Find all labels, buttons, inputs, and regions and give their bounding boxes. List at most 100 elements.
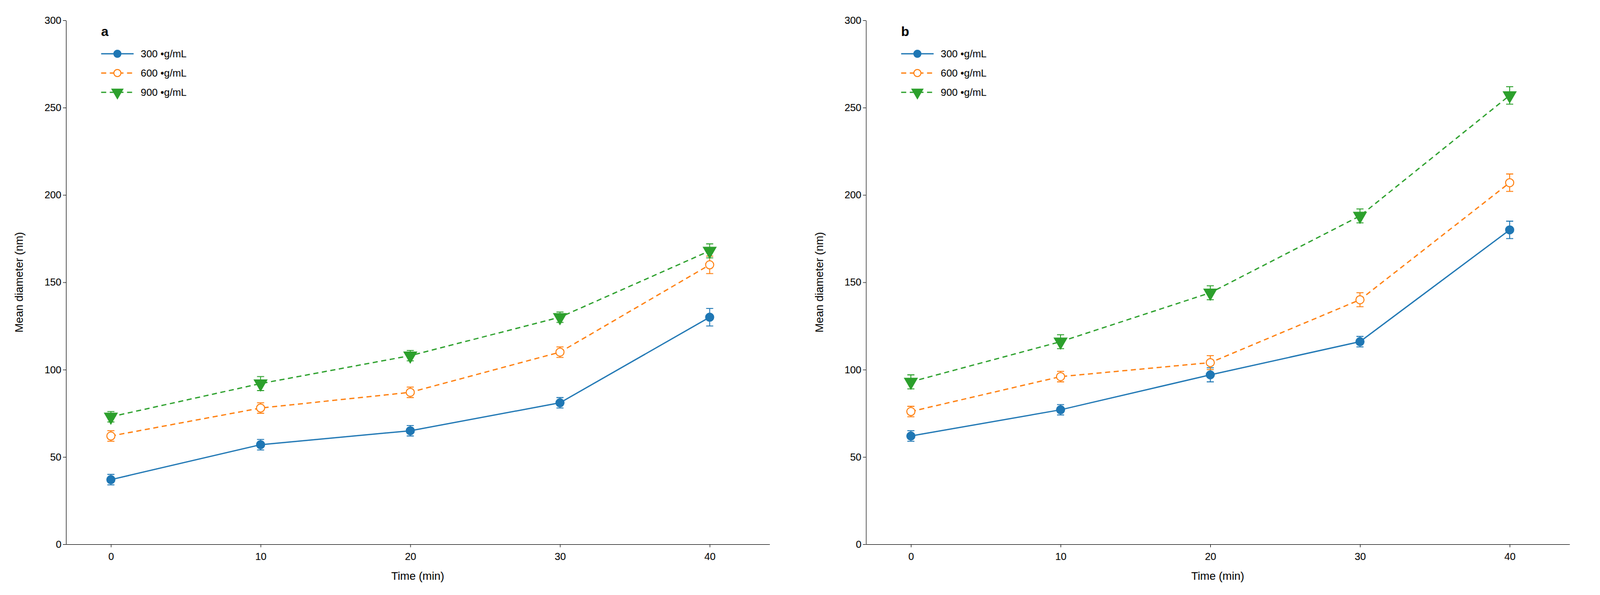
legend: 300 •g/mL600 •g/mL900 •g/mL bbox=[100, 48, 187, 99]
series bbox=[906, 221, 1514, 442]
legend-label: 300 •g/mL bbox=[140, 48, 187, 60]
point bbox=[1203, 289, 1217, 301]
series-line bbox=[910, 229, 1510, 436]
tick: 10 bbox=[1054, 544, 1067, 563]
tick-mark bbox=[1509, 544, 1511, 548]
tick-mark bbox=[62, 20, 66, 21]
legend-label: 600 •g/mL bbox=[940, 67, 987, 79]
legend-label: 900 •g/mL bbox=[140, 86, 187, 98]
tick: 40 bbox=[1504, 544, 1516, 563]
tick-label: 200 bbox=[44, 189, 62, 201]
point bbox=[1505, 178, 1514, 187]
series bbox=[104, 244, 717, 425]
tick-mark bbox=[863, 544, 867, 546]
y-axis: 050100150200250300 bbox=[844, 14, 867, 551]
point bbox=[1053, 337, 1068, 350]
panel: 010203040050100150200250300Time (min)Mea… bbox=[812, 14, 1571, 583]
tick: 250 bbox=[44, 101, 66, 114]
point bbox=[906, 407, 915, 416]
panel-label: a bbox=[100, 23, 109, 40]
tick: 100 bbox=[844, 364, 866, 376]
tick-label: 0 bbox=[55, 538, 62, 551]
tick: 50 bbox=[50, 451, 66, 463]
tick-mark bbox=[863, 194, 867, 196]
tick-mark bbox=[709, 544, 711, 548]
axis-line bbox=[866, 544, 1571, 546]
tick-label: 250 bbox=[844, 101, 862, 114]
plot-area bbox=[104, 244, 717, 486]
point bbox=[1505, 225, 1514, 234]
tick: 30 bbox=[554, 544, 566, 563]
point bbox=[705, 260, 714, 269]
tick: 20 bbox=[404, 544, 417, 563]
legend-item: 300 •g/mL bbox=[901, 48, 987, 60]
y-axis-title: Mean diameter (nm) bbox=[12, 231, 26, 333]
point bbox=[1056, 405, 1065, 415]
tick-mark bbox=[62, 369, 66, 371]
point bbox=[256, 403, 265, 413]
point bbox=[904, 378, 918, 390]
point bbox=[1206, 358, 1215, 367]
point bbox=[403, 352, 418, 364]
tick-mark bbox=[1359, 544, 1361, 548]
panel: 010203040050100150200250300Time (min)Mea… bbox=[12, 14, 770, 583]
tick: 0 bbox=[55, 538, 66, 551]
tick: 200 bbox=[44, 189, 66, 201]
error-bar bbox=[257, 439, 265, 451]
tick-label: 0 bbox=[908, 551, 914, 563]
tick-label: 150 bbox=[844, 276, 862, 288]
tick: 300 bbox=[844, 14, 866, 26]
tick: 0 bbox=[108, 544, 114, 563]
error-bar bbox=[556, 397, 564, 409]
point bbox=[1355, 295, 1365, 304]
error-bar bbox=[257, 402, 265, 414]
point bbox=[705, 313, 714, 322]
tick: 30 bbox=[1354, 544, 1366, 563]
error-bar bbox=[1057, 404, 1065, 416]
series bbox=[107, 256, 714, 442]
tick: 0 bbox=[855, 538, 866, 551]
y-axis-title: Mean diameter (nm) bbox=[812, 231, 826, 333]
tick-mark bbox=[863, 20, 867, 21]
legend-swatch-marker bbox=[113, 50, 121, 58]
tick-label: 30 bbox=[554, 551, 566, 563]
x-axis: 010203040 bbox=[866, 544, 1571, 563]
series bbox=[107, 308, 714, 486]
tick-label: 30 bbox=[1354, 551, 1366, 563]
tick-label: 50 bbox=[849, 451, 862, 463]
tick-mark bbox=[910, 544, 912, 548]
error-bar bbox=[1506, 221, 1514, 239]
legend-item: 600 •g/mL bbox=[901, 67, 987, 79]
error-bar bbox=[406, 387, 415, 398]
series bbox=[906, 174, 1514, 418]
legend-swatch-marker bbox=[913, 50, 922, 58]
y-axis: 050100150200250300 bbox=[44, 14, 67, 551]
error-bar bbox=[907, 430, 915, 442]
tick-mark bbox=[111, 544, 112, 548]
plot-area bbox=[904, 86, 1517, 442]
tick-mark bbox=[260, 544, 262, 548]
point bbox=[553, 313, 567, 325]
error-bar bbox=[1057, 371, 1065, 383]
series-line bbox=[910, 95, 1510, 383]
error-bar bbox=[1206, 355, 1214, 370]
point bbox=[107, 475, 116, 485]
legend-swatch-marker bbox=[911, 89, 924, 99]
tick-label: 0 bbox=[108, 551, 114, 563]
legend-label: 900 •g/mL bbox=[940, 86, 987, 98]
x-axis-title: Time (min) bbox=[1191, 569, 1245, 583]
axis-line bbox=[866, 20, 867, 546]
tick-label: 40 bbox=[704, 551, 716, 563]
point bbox=[703, 247, 717, 259]
series-line bbox=[111, 317, 710, 480]
tick-mark bbox=[410, 544, 412, 548]
tick-label: 50 bbox=[50, 451, 62, 463]
error-bar bbox=[1356, 336, 1364, 348]
error-bar bbox=[107, 474, 115, 486]
tick-label: 100 bbox=[44, 364, 62, 376]
x-axis: 0 10 20 30 40 bbox=[66, 544, 771, 563]
axis-line bbox=[65, 20, 67, 546]
tick-label: 0 bbox=[855, 538, 862, 551]
point bbox=[107, 432, 116, 441]
tick: 10 bbox=[255, 544, 267, 563]
